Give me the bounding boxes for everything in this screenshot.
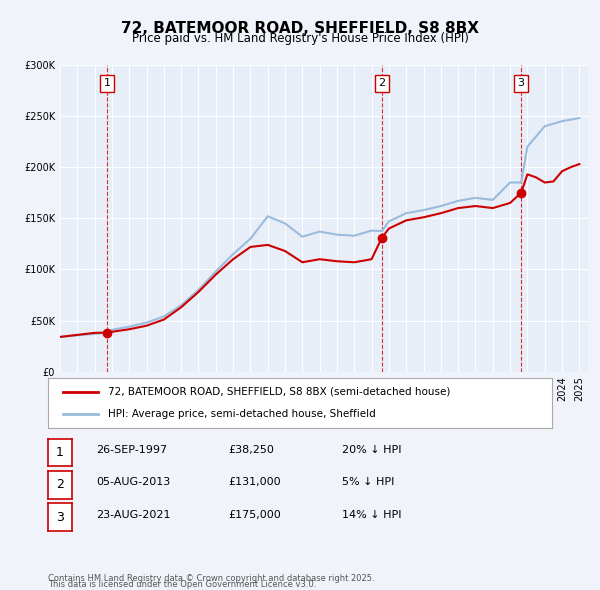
Text: 2: 2 <box>56 478 64 491</box>
Text: £38,250: £38,250 <box>228 445 274 455</box>
Text: £131,000: £131,000 <box>228 477 281 487</box>
Text: 05-AUG-2013: 05-AUG-2013 <box>96 477 170 487</box>
Text: 1: 1 <box>56 446 64 459</box>
Text: 20% ↓ HPI: 20% ↓ HPI <box>342 445 401 455</box>
Text: 5% ↓ HPI: 5% ↓ HPI <box>342 477 394 487</box>
Text: This data is licensed under the Open Government Licence v3.0.: This data is licensed under the Open Gov… <box>48 580 316 589</box>
Text: 23-AUG-2021: 23-AUG-2021 <box>96 510 170 520</box>
Text: 3: 3 <box>518 78 524 88</box>
Text: 3: 3 <box>56 511 64 524</box>
Text: 1: 1 <box>104 78 111 88</box>
Text: 26-SEP-1997: 26-SEP-1997 <box>96 445 167 455</box>
Text: 2: 2 <box>378 78 385 88</box>
Text: HPI: Average price, semi-detached house, Sheffield: HPI: Average price, semi-detached house,… <box>109 409 376 419</box>
Text: £175,000: £175,000 <box>228 510 281 520</box>
Text: Price paid vs. HM Land Registry's House Price Index (HPI): Price paid vs. HM Land Registry's House … <box>131 32 469 45</box>
Text: Contains HM Land Registry data © Crown copyright and database right 2025.: Contains HM Land Registry data © Crown c… <box>48 574 374 583</box>
Text: 72, BATEMOOR ROAD, SHEFFIELD, S8 8BX: 72, BATEMOOR ROAD, SHEFFIELD, S8 8BX <box>121 21 479 35</box>
Text: 72, BATEMOOR ROAD, SHEFFIELD, S8 8BX (semi-detached house): 72, BATEMOOR ROAD, SHEFFIELD, S8 8BX (se… <box>109 386 451 396</box>
Text: 14% ↓ HPI: 14% ↓ HPI <box>342 510 401 520</box>
